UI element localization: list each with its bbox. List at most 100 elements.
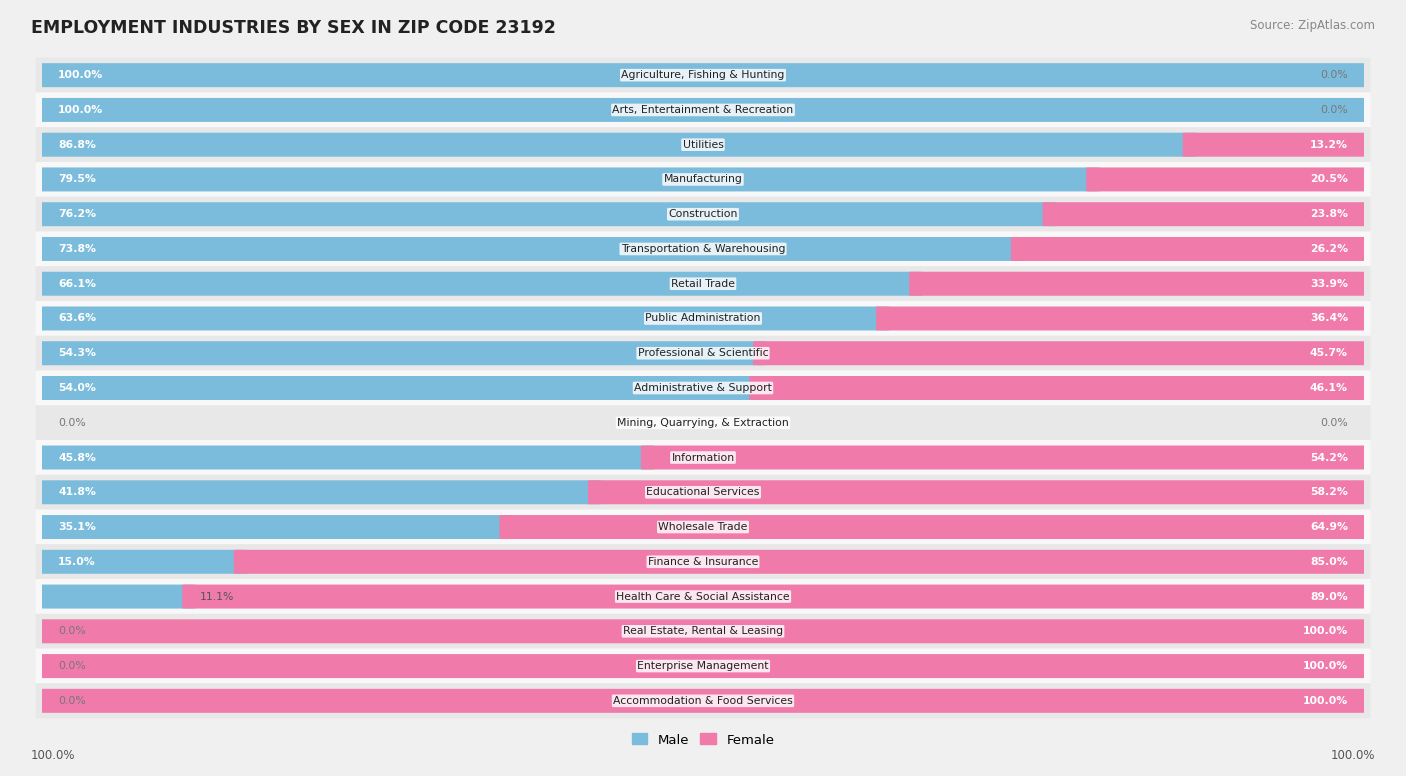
FancyBboxPatch shape <box>35 649 1371 684</box>
FancyBboxPatch shape <box>233 550 1371 573</box>
FancyBboxPatch shape <box>35 515 513 539</box>
Text: Arts, Entertainment & Recreation: Arts, Entertainment & Recreation <box>613 105 793 115</box>
FancyBboxPatch shape <box>35 162 1371 197</box>
Text: Source: ZipAtlas.com: Source: ZipAtlas.com <box>1250 19 1375 33</box>
FancyBboxPatch shape <box>35 475 1371 510</box>
FancyBboxPatch shape <box>35 272 922 296</box>
FancyBboxPatch shape <box>183 584 1372 608</box>
Legend: Male, Female: Male, Female <box>626 728 780 752</box>
FancyBboxPatch shape <box>35 440 1371 475</box>
FancyBboxPatch shape <box>876 307 1371 331</box>
FancyBboxPatch shape <box>1043 203 1371 226</box>
Text: 0.0%: 0.0% <box>1320 70 1348 80</box>
FancyBboxPatch shape <box>35 196 1371 232</box>
Text: Real Estate, Rental & Leasing: Real Estate, Rental & Leasing <box>623 626 783 636</box>
FancyBboxPatch shape <box>1182 133 1371 157</box>
Text: 35.1%: 35.1% <box>58 522 96 532</box>
Text: Mining, Quarrying, & Extraction: Mining, Quarrying, & Extraction <box>617 417 789 428</box>
FancyBboxPatch shape <box>35 307 890 331</box>
Text: Public Administration: Public Administration <box>645 314 761 324</box>
FancyBboxPatch shape <box>1011 237 1371 261</box>
Text: 86.8%: 86.8% <box>58 140 96 150</box>
FancyBboxPatch shape <box>35 133 1197 157</box>
Text: Construction: Construction <box>668 210 738 219</box>
FancyBboxPatch shape <box>1087 168 1371 192</box>
FancyBboxPatch shape <box>35 579 1371 614</box>
Text: 20.5%: 20.5% <box>1310 175 1348 185</box>
Text: 0.0%: 0.0% <box>58 696 86 706</box>
FancyBboxPatch shape <box>35 63 1371 87</box>
Text: 100.0%: 100.0% <box>58 105 103 115</box>
Text: 45.7%: 45.7% <box>1310 348 1348 359</box>
Text: 15.0%: 15.0% <box>58 557 96 566</box>
FancyBboxPatch shape <box>35 445 654 469</box>
FancyBboxPatch shape <box>754 341 1371 365</box>
FancyBboxPatch shape <box>641 445 1371 469</box>
FancyBboxPatch shape <box>35 57 1371 92</box>
Text: 0.0%: 0.0% <box>58 626 86 636</box>
FancyBboxPatch shape <box>35 619 1371 643</box>
Text: 46.1%: 46.1% <box>1310 383 1348 393</box>
Text: 54.0%: 54.0% <box>58 383 96 393</box>
Text: Health Care & Social Assistance: Health Care & Social Assistance <box>616 591 790 601</box>
Text: Accommodation & Food Services: Accommodation & Food Services <box>613 696 793 706</box>
Text: 45.8%: 45.8% <box>58 452 96 462</box>
Text: 13.2%: 13.2% <box>1310 140 1348 150</box>
FancyBboxPatch shape <box>35 231 1371 266</box>
FancyBboxPatch shape <box>35 480 602 504</box>
FancyBboxPatch shape <box>35 370 1371 406</box>
FancyBboxPatch shape <box>35 341 766 365</box>
Text: 41.8%: 41.8% <box>58 487 96 497</box>
FancyBboxPatch shape <box>35 614 1371 649</box>
Text: Finance & Insurance: Finance & Insurance <box>648 557 758 566</box>
FancyBboxPatch shape <box>35 654 1371 678</box>
Text: 26.2%: 26.2% <box>1310 244 1348 254</box>
Text: Administrative & Support: Administrative & Support <box>634 383 772 393</box>
Text: 73.8%: 73.8% <box>58 244 96 254</box>
Text: Enterprise Management: Enterprise Management <box>637 661 769 671</box>
Text: 0.0%: 0.0% <box>58 661 86 671</box>
Text: Manufacturing: Manufacturing <box>664 175 742 185</box>
Text: 0.0%: 0.0% <box>1320 105 1348 115</box>
FancyBboxPatch shape <box>35 544 1371 580</box>
Text: 63.6%: 63.6% <box>58 314 96 324</box>
FancyBboxPatch shape <box>749 376 1372 400</box>
Text: 23.8%: 23.8% <box>1310 210 1348 219</box>
Text: 100.0%: 100.0% <box>31 749 76 762</box>
FancyBboxPatch shape <box>35 301 1371 336</box>
Text: 54.2%: 54.2% <box>1310 452 1348 462</box>
Text: 89.0%: 89.0% <box>1310 591 1348 601</box>
FancyBboxPatch shape <box>588 480 1371 504</box>
Text: Wholesale Trade: Wholesale Trade <box>658 522 748 532</box>
Text: 0.0%: 0.0% <box>58 417 86 428</box>
FancyBboxPatch shape <box>35 376 762 400</box>
FancyBboxPatch shape <box>35 237 1024 261</box>
FancyBboxPatch shape <box>35 684 1371 719</box>
Text: 100.0%: 100.0% <box>1303 626 1348 636</box>
FancyBboxPatch shape <box>35 127 1371 162</box>
FancyBboxPatch shape <box>499 515 1371 539</box>
Text: 66.1%: 66.1% <box>58 279 96 289</box>
Text: 79.5%: 79.5% <box>58 175 96 185</box>
Text: 85.0%: 85.0% <box>1310 557 1348 566</box>
Text: 36.4%: 36.4% <box>1310 314 1348 324</box>
Text: 100.0%: 100.0% <box>1303 661 1348 671</box>
FancyBboxPatch shape <box>35 510 1371 545</box>
Text: 64.9%: 64.9% <box>1310 522 1348 532</box>
Text: 11.1%: 11.1% <box>200 591 233 601</box>
Text: 33.9%: 33.9% <box>1310 279 1348 289</box>
FancyBboxPatch shape <box>35 168 1099 192</box>
FancyBboxPatch shape <box>35 550 247 573</box>
Text: Transportation & Warehousing: Transportation & Warehousing <box>621 244 785 254</box>
Text: Information: Information <box>672 452 734 462</box>
Text: 100.0%: 100.0% <box>1303 696 1348 706</box>
Text: Educational Services: Educational Services <box>647 487 759 497</box>
Text: 58.2%: 58.2% <box>1310 487 1348 497</box>
Text: 0.0%: 0.0% <box>1320 417 1348 428</box>
FancyBboxPatch shape <box>910 272 1371 296</box>
Text: Utilities: Utilities <box>682 140 724 150</box>
FancyBboxPatch shape <box>35 92 1371 127</box>
Text: 54.3%: 54.3% <box>58 348 96 359</box>
FancyBboxPatch shape <box>35 336 1371 371</box>
Text: 100.0%: 100.0% <box>1330 749 1375 762</box>
